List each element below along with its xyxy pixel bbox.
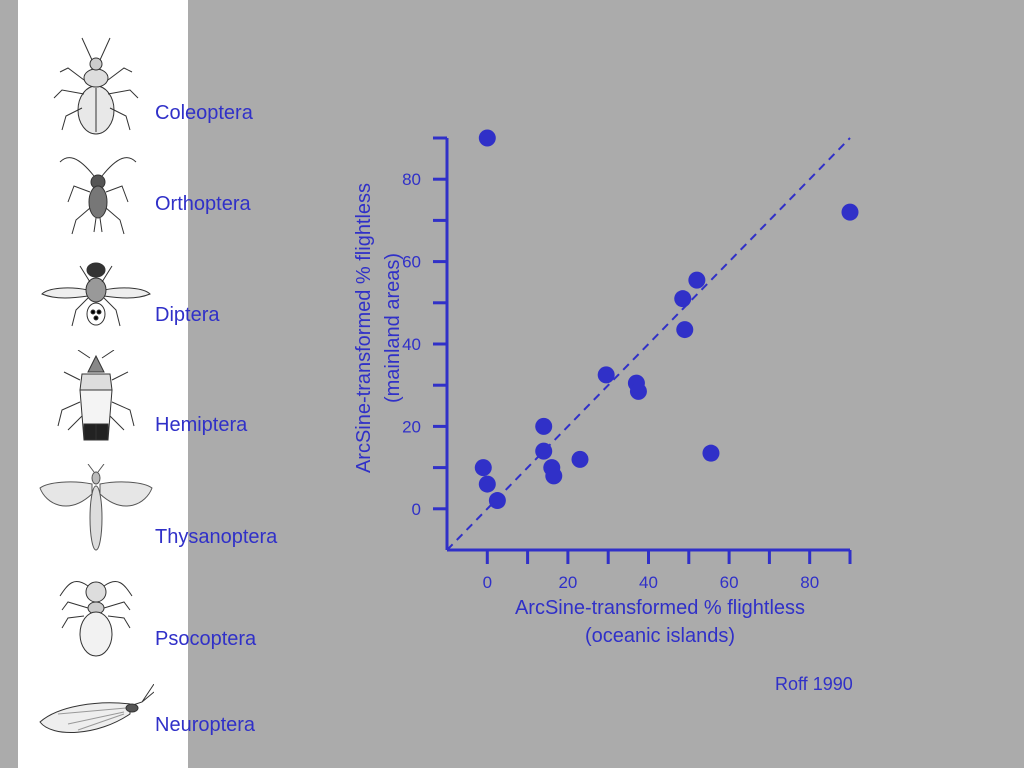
data-point (535, 442, 553, 460)
data-point (702, 444, 720, 462)
reference-line (446, 137, 851, 551)
x-tick-label: 40 (639, 573, 658, 592)
order-label-coleoptera: Coleoptera (155, 102, 253, 124)
true-bug-icon (57, 350, 135, 441)
data-point (571, 450, 589, 468)
order-label-diptera: Diptera (155, 304, 220, 326)
data-point (674, 290, 692, 308)
data-point (474, 459, 492, 477)
y-tick-label: 20 (402, 417, 421, 436)
x-axis-title-line-2: (oceanic islands) (585, 625, 735, 647)
x-tick-label: 60 (720, 573, 739, 592)
y-axis-title-line-2: (mainland areas) (382, 253, 404, 403)
data-point (597, 366, 615, 384)
data-point (478, 129, 496, 147)
data-point (535, 417, 553, 435)
x-axis-title-line-1: ArcSine-transformed % flightless (515, 597, 805, 619)
y-tick-label: 60 (402, 253, 421, 272)
booklouse-icon (59, 581, 133, 657)
y-tick-label: 40 (402, 335, 421, 354)
y-tick-label: 0 (412, 500, 421, 519)
data-point (676, 321, 694, 339)
data-point (688, 271, 706, 289)
x-tick-label: 80 (800, 573, 819, 592)
fly-icon (41, 262, 151, 327)
cricket-icon (59, 157, 137, 235)
order-label-neuroptera: Neuroptera (155, 714, 256, 736)
beetle-icon (53, 37, 139, 135)
lacewing-icon (39, 684, 154, 733)
source-note: Roff 1990 (775, 674, 853, 694)
order-label-thysanoptera: Thysanoptera (155, 526, 278, 548)
x-tick-label: 20 (558, 573, 577, 592)
data-point (545, 467, 563, 485)
y-axis-title-line-1: ArcSine-transformed % flightless (353, 183, 375, 473)
order-label-orthoptera: Orthoptera (155, 193, 251, 215)
reference-line-group (446, 137, 851, 551)
data-point (488, 492, 506, 510)
order-label-hemiptera: Hemiptera (155, 414, 248, 436)
chart-axes: 0 20 40 60 80 0 20 40 60 80 (402, 136, 852, 592)
data-points (474, 129, 859, 510)
data-point (629, 382, 647, 400)
y-tick-label: 80 (402, 170, 421, 189)
data-point (478, 475, 496, 493)
data-point (841, 203, 859, 221)
x-tick-label: 0 (483, 573, 492, 592)
thrips-icon (39, 464, 153, 551)
order-label-psocoptera: Psocoptera (155, 628, 257, 650)
